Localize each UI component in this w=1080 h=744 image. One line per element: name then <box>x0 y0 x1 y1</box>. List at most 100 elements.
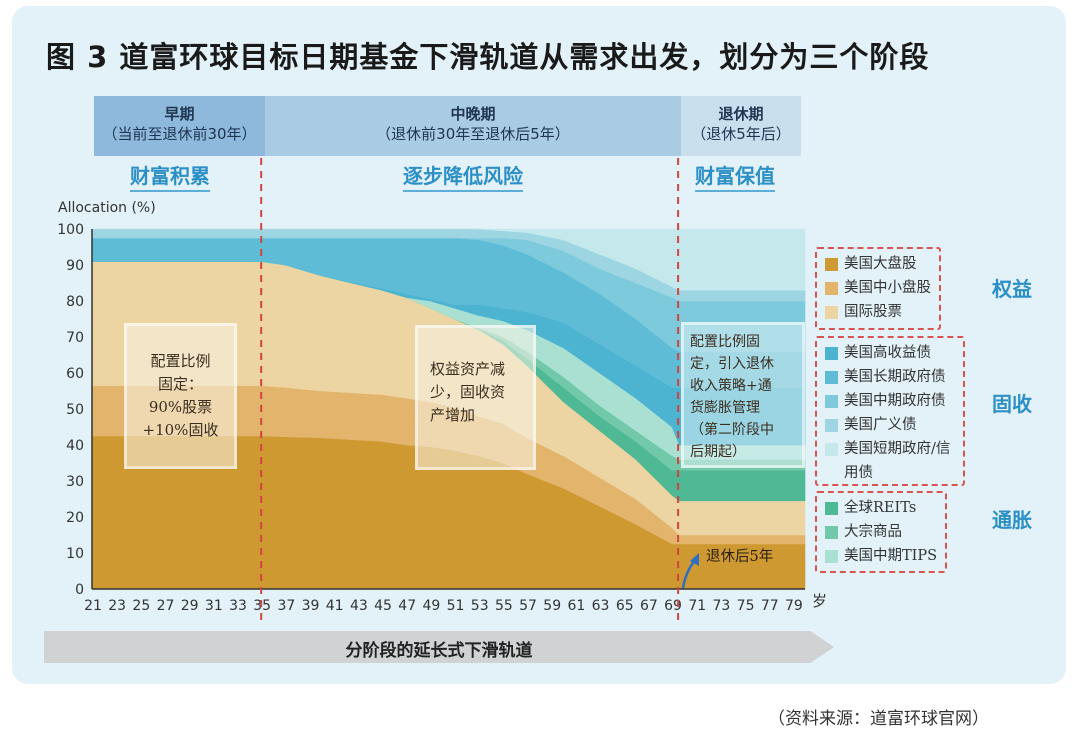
x-tick-label: 55 <box>495 598 513 614</box>
swatch-icon <box>825 371 838 384</box>
x-tick-label: 63 <box>592 598 610 614</box>
note-early-line: 固定： <box>157 375 203 393</box>
y-tick-label: 30 <box>66 474 84 490</box>
note-early-line: 配置比例 <box>150 352 211 370</box>
legend-item: 美国大盘股 <box>825 252 931 276</box>
x-tick-label: 67 <box>640 598 658 614</box>
legend-equity-box: 美国大盘股 美国中小盘股 国际股票 <box>815 247 941 330</box>
y-tick-label: 20 <box>66 510 84 526</box>
x-tick-label: 21 <box>84 598 102 614</box>
note-retirement-line: 货膨胀管理 <box>690 400 760 416</box>
phase-early-name: 早期 <box>164 105 195 123</box>
note-mid-line: 少，固收资 <box>430 383 506 401</box>
x-tick-label: 51 <box>447 598 465 614</box>
x-tick-label: 77 <box>761 598 779 614</box>
note-early-phase: 配置比例 固定： 90%股票 +10%固收 <box>124 323 237 469</box>
x-tick-label: 25 <box>132 598 150 614</box>
x-tick-label: 65 <box>616 598 634 614</box>
x-tick-label: 39 <box>302 598 320 614</box>
swatch-icon <box>825 306 838 319</box>
swatch-icon <box>825 282 838 295</box>
note-early-line: 90%股票 <box>148 398 213 416</box>
note-mid-phase: 权益资产减 少，固收资 产增加 <box>415 325 536 470</box>
swatch-icon <box>825 395 838 408</box>
note-mid-line: 产增加 <box>430 406 476 424</box>
swatch-icon <box>825 258 838 271</box>
note-retirement-line: 配置比例固 <box>690 334 760 350</box>
figure-title: 图 3 道富环球目标日期基金下滑轨道从需求出发，划分为三个阶段 <box>46 40 930 74</box>
x-tick-label: 33 <box>229 598 247 614</box>
phase-early-range: （当前至退休前30年） <box>102 125 257 143</box>
x-tick-label: 23 <box>108 598 126 614</box>
legend-group-inflation: 通胀 <box>992 508 1032 532</box>
goal-wealth-preservation: 财富保值 <box>695 160 775 192</box>
legend-group-equity: 权益 <box>992 277 1032 301</box>
phase-retirement-range: （退休5年后） <box>691 125 791 143</box>
x-tick-label: 47 <box>398 598 416 614</box>
x-tick-label: 31 <box>205 598 223 614</box>
note-retirement-line: 定，引入退休 <box>690 356 774 372</box>
legend-item: 美国中期TIPS <box>825 544 937 568</box>
legend-label: 国际股票 <box>844 304 902 320</box>
legend-item: 大宗商品 <box>825 520 937 544</box>
swatch-icon <box>825 443 838 456</box>
x-tick-label: 57 <box>519 598 537 614</box>
x-tick-label: 43 <box>350 598 368 614</box>
legend-inflation-box: 全球REITs 大宗商品 美国中期TIPS <box>815 491 948 573</box>
swatch-icon <box>825 526 838 539</box>
x-tick-label: 75 <box>737 598 755 614</box>
legend-label: 大宗商品 <box>844 524 902 540</box>
area-11 <box>92 228 806 291</box>
x-tick-label: 27 <box>157 598 175 614</box>
legend-item: 美国中小盘股 <box>825 276 931 300</box>
legend-item: 美国广义债 <box>825 413 955 437</box>
legend-label: 美国中小盘股 <box>844 280 931 296</box>
phase-mid-late-header: 中晚期 （退休前30年至退休后5年） <box>265 96 681 156</box>
goal-wealth-accumulation: 财富积累 <box>130 160 210 192</box>
phase-retirement-header: 退休期 （退休5年后） <box>681 96 801 156</box>
legend-label: 美国短期政府/信用债 <box>844 441 951 481</box>
y-tick-label: 60 <box>66 366 84 382</box>
swatch-icon <box>825 419 838 432</box>
retire-arrow-icon <box>681 553 699 589</box>
swatch-icon <box>825 502 838 515</box>
source-note: （资料来源：道富环球官网） <box>768 709 989 729</box>
x-tick-label: 73 <box>712 598 730 614</box>
note-retirement-line: （第二阶段中 <box>690 422 774 438</box>
x-tick-label: 71 <box>688 598 706 614</box>
y-tick-label: 0 <box>75 582 84 598</box>
retire-5-years-annotation: 退休后5年 <box>706 549 774 565</box>
glide-path-arrow-banner: 分阶段的延长式下滑轨道 <box>44 631 834 663</box>
y-tick-label: 50 <box>66 402 84 418</box>
legend-label: 美国广义债 <box>844 417 917 433</box>
x-axis-unit-label: 岁 <box>812 592 827 610</box>
x-tick-label: 59 <box>543 598 561 614</box>
y-tick-label: 80 <box>66 294 84 310</box>
y-tick-label: 40 <box>66 438 84 454</box>
legend-fixed-income-box: 美国高收益债 美国长期政府债 美国中期政府债 美国广义债 美国短期政府/信用债 <box>815 336 965 486</box>
y-axis-label: Allocation (%) <box>58 200 156 216</box>
legend-label: 美国中期TIPS <box>844 548 938 564</box>
y-tick-label: 100 <box>57 222 84 238</box>
x-tick-label: 49 <box>422 598 440 614</box>
x-tick-label: 45 <box>374 598 392 614</box>
legend-label: 美国大盘股 <box>844 256 917 272</box>
y-tick-label: 10 <box>66 546 84 562</box>
note-retirement-line: 收入策略+通 <box>690 378 772 394</box>
note-retirement-phase: 配置比例固 定，引入退休 收入策略+通 货膨胀管理 （第二阶段中 后期起） <box>681 322 805 468</box>
axes: 0102030405060708090100212325272931333537… <box>57 222 805 614</box>
legend-item: 国际股票 <box>825 300 931 324</box>
legend-item: 美国短期政府/信用债 <box>825 437 955 485</box>
legend-label: 美国中期政府债 <box>844 393 946 409</box>
y-tick-label: 90 <box>66 258 84 274</box>
x-tick-label: 69 <box>664 598 682 614</box>
phase-mid-late-range: （退休前30年至退休后5年） <box>376 125 570 143</box>
phase-mid-late-name: 中晚期 <box>450 105 496 123</box>
x-tick-label: 79 <box>785 598 803 614</box>
legend-group-fixed-income: 固收 <box>992 392 1032 416</box>
legend-item: 美国长期政府债 <box>825 365 955 389</box>
glide-path-label: 分阶段的延长式下滑轨道 <box>345 641 533 661</box>
swatch-icon <box>825 347 838 360</box>
x-tick-label: 53 <box>471 598 489 614</box>
x-tick-label: 41 <box>326 598 344 614</box>
